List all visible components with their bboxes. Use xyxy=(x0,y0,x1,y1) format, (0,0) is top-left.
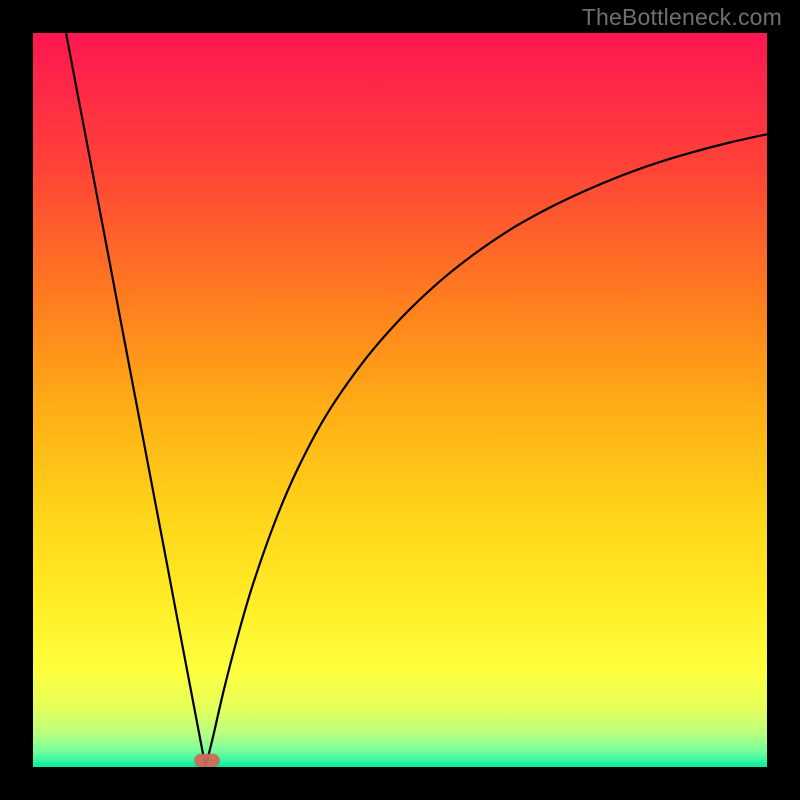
optimal-marker xyxy=(194,754,220,767)
chart-container: TheBottleneck.com xyxy=(0,0,800,800)
watermark-text: TheBottleneck.com xyxy=(582,4,782,31)
bottleneck-chart xyxy=(0,0,800,800)
plot-background xyxy=(33,33,767,767)
